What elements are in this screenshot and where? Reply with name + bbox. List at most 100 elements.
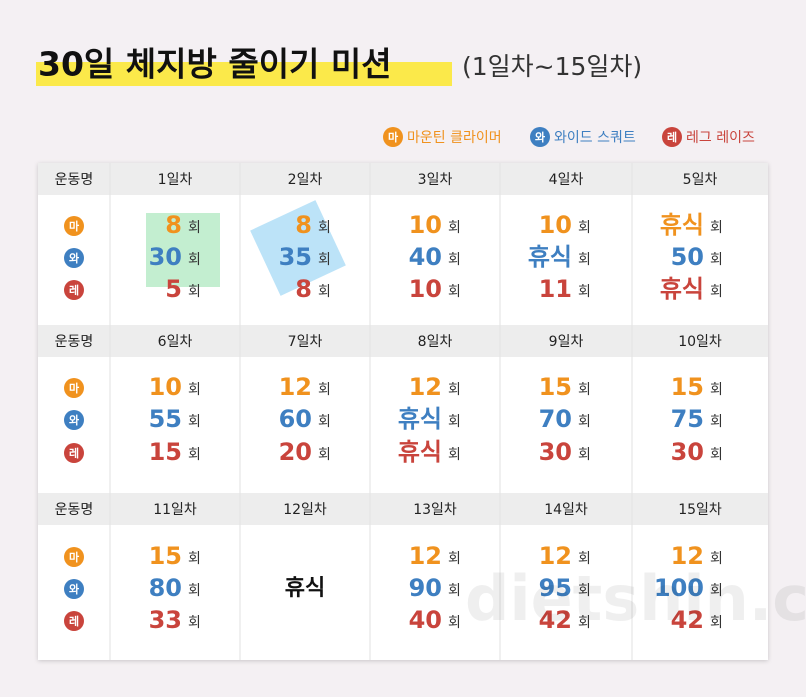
unit: 회	[188, 252, 201, 268]
count: 11	[539, 275, 572, 303]
badge-text: 와	[69, 251, 79, 265]
count: 55	[149, 405, 182, 433]
count: 50	[671, 243, 704, 271]
unit: 회	[448, 615, 461, 631]
badge	[64, 248, 84, 268]
unit: 회	[710, 252, 723, 268]
count: 휴식	[398, 438, 442, 466]
legend-badge	[662, 127, 682, 147]
highlight-green	[146, 213, 220, 287]
day-label: 2일차	[288, 172, 323, 188]
count: 70	[539, 405, 572, 433]
legend-badge	[383, 127, 403, 147]
unit: 회	[188, 447, 201, 463]
unit: 회	[188, 551, 201, 567]
count: 15	[539, 373, 572, 401]
unit: 회	[578, 414, 591, 430]
legend-name: 레그 레이즈	[686, 130, 755, 146]
badge	[64, 611, 84, 631]
unit: 회	[188, 382, 201, 398]
day-label: 4일차	[549, 172, 584, 188]
unit: 회	[448, 551, 461, 567]
badge-text: 레	[69, 446, 79, 460]
badge	[64, 443, 84, 463]
day-label: 9일차	[549, 334, 584, 350]
count: 10	[409, 275, 442, 303]
count: 12	[409, 542, 442, 570]
legend-name: 마운틴 클라이머	[407, 130, 502, 146]
legend-badge-text: 레	[667, 130, 677, 144]
header-row	[38, 325, 768, 357]
badge	[64, 280, 84, 300]
unit: 회	[188, 414, 201, 430]
unit: 회	[578, 583, 591, 599]
badge	[64, 410, 84, 430]
badge-text: 마	[69, 550, 80, 564]
unit: 회	[188, 615, 201, 631]
row-header: 운동명	[55, 172, 94, 188]
unit: 회	[578, 447, 591, 463]
unit: 회	[318, 284, 331, 300]
unit: 회	[710, 414, 723, 430]
day-label: 1일차	[158, 172, 193, 188]
count: 75	[671, 405, 704, 433]
unit: 회	[710, 284, 723, 300]
unit: 회	[448, 414, 461, 430]
count: 60	[279, 405, 312, 433]
title: 30일 체지방 줄이기 미션	[38, 45, 392, 84]
count: 15	[671, 373, 704, 401]
badge-text: 레	[69, 614, 79, 628]
day-label: 15일차	[678, 502, 722, 518]
legend-badge-text: 와	[535, 130, 545, 144]
unit: 회	[188, 220, 201, 236]
unit: 회	[578, 551, 591, 567]
unit: 회	[578, 284, 591, 300]
count: 8	[295, 211, 312, 239]
count: 20	[279, 438, 312, 466]
count: 15	[149, 438, 182, 466]
unit: 회	[710, 220, 723, 236]
unit: 회	[448, 220, 461, 236]
unit: 회	[188, 284, 201, 300]
count: 12	[279, 373, 312, 401]
count: 휴식	[398, 405, 442, 433]
unit: 회	[448, 252, 461, 268]
unit: 회	[710, 382, 723, 398]
day-label: 14일차	[544, 502, 588, 518]
unit: 회	[318, 220, 331, 236]
unit: 회	[318, 252, 331, 268]
unit: 회	[578, 382, 591, 398]
unit: 회	[710, 583, 723, 599]
day-label: 7일차	[288, 334, 323, 350]
row-header: 운동명	[55, 334, 94, 350]
count: 10	[539, 211, 572, 239]
unit: 회	[448, 382, 461, 398]
day-label: 6일차	[158, 334, 193, 350]
unit: 회	[318, 414, 331, 430]
badge-text: 마	[69, 219, 80, 233]
count: 35	[279, 243, 312, 271]
count: 90	[409, 574, 442, 602]
badge-text: 와	[69, 582, 79, 596]
highlight-blue	[250, 200, 346, 296]
unit: 회	[448, 284, 461, 300]
count: 42	[539, 606, 572, 634]
count: 15	[149, 542, 182, 570]
count: 8	[295, 275, 312, 303]
unit: 회	[710, 551, 723, 567]
day-label: 12일차	[283, 502, 327, 518]
day-label: 13일차	[413, 502, 457, 518]
count: 40	[409, 606, 442, 634]
header-row	[38, 163, 768, 195]
legend-badge	[530, 127, 550, 147]
count: 100	[654, 574, 704, 602]
rest-cell: 휴식	[285, 576, 325, 601]
count: 8	[165, 211, 182, 239]
count: 10	[149, 373, 182, 401]
count: 42	[671, 606, 704, 634]
count: 12	[671, 542, 704, 570]
unit: 회	[578, 615, 591, 631]
day-label: 3일차	[418, 172, 453, 188]
count: 12	[409, 373, 442, 401]
count: 12	[539, 542, 572, 570]
